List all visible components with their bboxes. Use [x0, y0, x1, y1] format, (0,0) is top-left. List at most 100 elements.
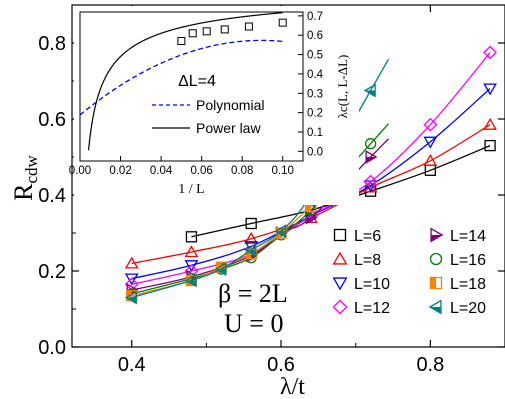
- inset-y-tick-label: 0.0: [307, 146, 323, 158]
- data-point: [214, 262, 227, 276]
- x-tick-label: 0.8: [416, 354, 444, 376]
- inset-y-tick-label: 0.7: [307, 11, 323, 23]
- marker-fill: [366, 157, 377, 163]
- marker-fill: [126, 297, 137, 304]
- marker-fill: [429, 307, 441, 314]
- inset-data-point: [244, 22, 253, 31]
- plot-frame: [71, 4, 505, 348]
- data-point: [245, 217, 257, 230]
- inset-x-tick-label: 0.00: [69, 165, 91, 177]
- inset-y-axis-label: λc(L, L-ΔL): [335, 55, 350, 119]
- inset-annotation: ΔL=4: [178, 73, 216, 90]
- y-tick-label: 0.8: [38, 33, 66, 55]
- inset-x-tick-label: 0.02: [109, 165, 131, 177]
- data-point: [184, 260, 199, 273]
- marker-fill: [430, 277, 436, 289]
- inset-frame: [79, 11, 304, 162]
- data-point: [423, 153, 438, 166]
- data-point: [124, 256, 139, 269]
- data-point: [185, 231, 198, 243]
- legend-label: L=18: [450, 276, 486, 293]
- y-tick-label: 0.4: [38, 185, 66, 207]
- data-point: [124, 273, 139, 286]
- legend-label: L=20: [450, 300, 486, 317]
- marker-fill: [305, 201, 311, 212]
- marker-fill: [245, 250, 256, 256]
- x-tick-label: 0.6: [267, 354, 295, 376]
- data-point: [484, 139, 496, 152]
- inset-y-tick-label: 0.3: [307, 88, 323, 100]
- inset-legend-label: Polynomial: [196, 97, 264, 113]
- inset-data-point: [202, 27, 211, 36]
- inset-y-tick-label: 0.1: [307, 127, 323, 139]
- data-point: [274, 224, 287, 238]
- inset-y-tick-label: 0.2: [307, 108, 323, 120]
- data-point: [363, 174, 378, 189]
- marker-fill: [306, 217, 317, 224]
- annotation-beta: β = 2L: [218, 279, 288, 308]
- inset-fits: [79, 12, 283, 151]
- data-point: [423, 136, 438, 149]
- y-tick-label: 0.6: [38, 109, 66, 131]
- inset-x-tick-label: 0.06: [190, 165, 212, 177]
- series-group: [124, 45, 497, 305]
- data-point: [428, 299, 442, 315]
- data-point: [184, 245, 199, 258]
- data-point: [483, 117, 497, 130]
- legend-item: L=12: [332, 299, 390, 317]
- marker-outline: [429, 276, 443, 290]
- inset-x-tick-label: 0.08: [231, 165, 253, 177]
- inset-y-tick-label: 0.6: [307, 30, 323, 42]
- annotation-u: U = 0: [224, 309, 283, 338]
- data-point: [184, 273, 197, 288]
- data-point: [364, 138, 377, 150]
- y-tick-label: 0.2: [38, 261, 66, 283]
- inset-data-point: [188, 29, 197, 38]
- inset-x-tick-label: 0.04: [150, 165, 173, 177]
- legend-label: L=6: [354, 228, 381, 245]
- inset-background: [74, 6, 359, 205]
- data-point: [429, 252, 443, 266]
- inset-y-tick-label: 0.4: [307, 69, 324, 81]
- inset-legend-label: Power law: [196, 120, 261, 136]
- data-point: [332, 277, 348, 291]
- data-point: [423, 117, 438, 132]
- data-point: [244, 241, 259, 254]
- legend-item: L=16: [429, 252, 486, 269]
- legend-item: L=6: [333, 228, 381, 245]
- marker-fill: [275, 231, 286, 237]
- data-point: [244, 243, 257, 257]
- legend-item: L=18: [429, 276, 486, 293]
- marker-fill: [365, 90, 376, 97]
- inset-x-tick-label: 0.10: [272, 165, 294, 177]
- data-point: [365, 150, 378, 164]
- data-point: [363, 83, 376, 98]
- inset-legend-item: Polynomial: [152, 97, 264, 113]
- legend-item: L=10: [332, 276, 390, 293]
- marker-fill: [185, 280, 196, 287]
- data-point: [333, 228, 347, 242]
- data-point: [483, 45, 497, 60]
- inset-chart: 0.00 0.02 0.04 0.06 0.08 0.10 0.0 0.1 0.2 0.3 0.4 0…: [69, 6, 359, 205]
- inset-x-axis-label: 1 / L: [178, 182, 204, 197]
- legend: L=6 L=8 L=10 L=12 L=14 L=16 L=18 L=20: [332, 227, 486, 317]
- marker-fill: [431, 235, 443, 242]
- legend-label: L=16: [450, 252, 486, 269]
- legend-label: L=14: [450, 228, 486, 245]
- series-line: [131, 58, 390, 299]
- main-chart: 0.4 0.6 0.8 0.0 0.2 0.4 0.6 0.8 λ/t Rcdw β = 2LU =…: [9, 4, 505, 399]
- data-point: [332, 299, 348, 315]
- polynomial-fit-line: [79, 39, 283, 116]
- data-point: [483, 83, 497, 96]
- data-point: [429, 276, 443, 290]
- y-axis-label-main: R: [9, 183, 38, 201]
- y-axis-label-sub: cdw: [22, 154, 41, 183]
- inset-legend: Polynomial Power law: [152, 97, 264, 136]
- inset-data-point: [278, 18, 287, 27]
- legend-item: L=8: [332, 251, 381, 269]
- x-tick-label: 0.4: [118, 354, 146, 376]
- power-law-fit-line: [87, 12, 283, 151]
- legend-label: L=10: [354, 276, 390, 293]
- legend-item: L=20: [428, 299, 486, 317]
